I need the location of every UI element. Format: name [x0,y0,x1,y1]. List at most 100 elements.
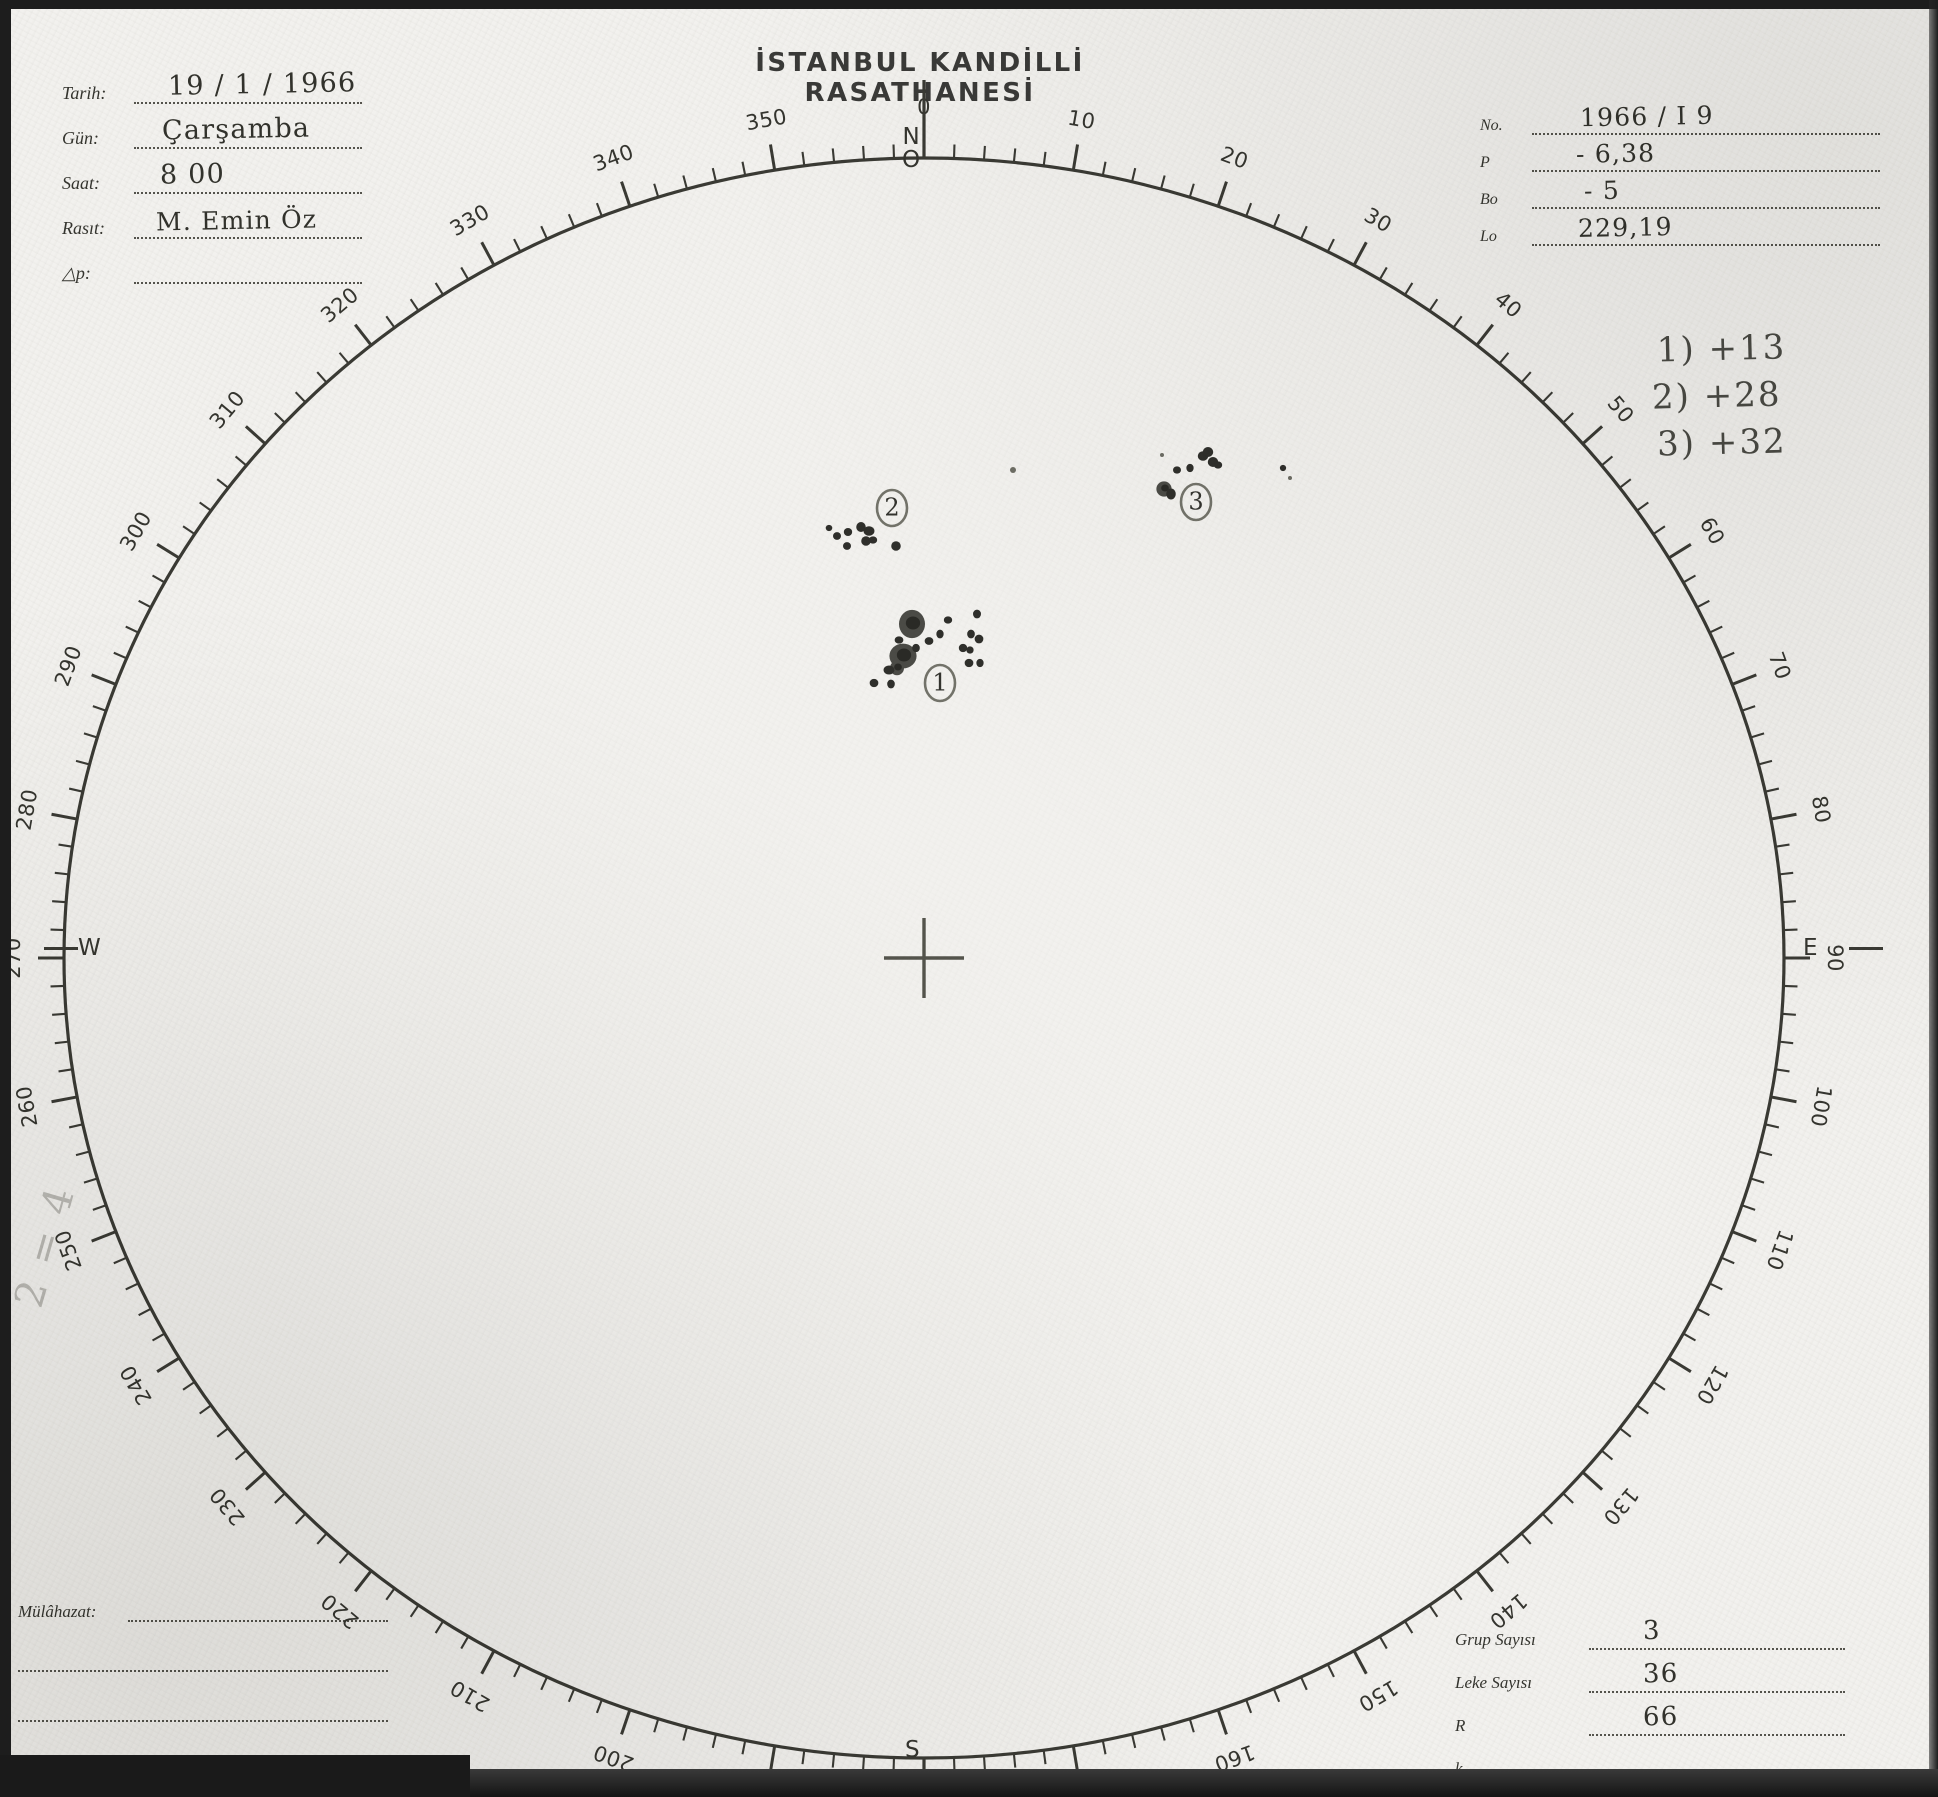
scale-tick-minor [58,843,73,848]
scale-tick-minor [982,1755,986,1771]
scale-tick-minor [1245,202,1253,217]
scale-tick-minor [1758,1150,1773,1157]
scale-tick-minor [460,266,470,281]
scale-label: 30 [1360,203,1396,238]
scale-tick-minor [1696,1307,1710,1317]
sunspot-pore [894,636,904,644]
scale-tick-minor [1562,1492,1574,1504]
scale-tick-minor [125,625,139,634]
sunspot-layer [825,447,1287,689]
scale-label: 90 [1823,944,1847,972]
scale-tick-minor [75,1150,90,1157]
stray-marks-layer [1010,453,1292,480]
scale-tick-minor [409,1604,420,1618]
sunspot-umbra-core [905,616,921,630]
sunspot-umbra-core [894,663,902,671]
compass-west: W [78,935,102,961]
scale-tick-minor [1131,1734,1137,1749]
scale-tick-major [1581,425,1604,445]
scale-tick-major [1731,1230,1757,1243]
scale-tick-minor [741,1740,747,1755]
scale-tick-minor [151,574,166,584]
scale-tick-minor [1188,1718,1195,1733]
scale-label: 350 [744,104,789,135]
scale-tick-minor [595,202,603,217]
scale-tick-minor [1682,574,1697,584]
scale-tick-minor [862,145,866,161]
scale-tick-major [91,673,117,686]
scale-tick-minor [1160,175,1166,190]
stray-mark [1288,476,1292,480]
scale-tick-minor [52,900,67,904]
scale-tick-minor [83,1177,98,1184]
scale-tick-minor [216,1427,229,1438]
scale-tick-major [480,1650,496,1675]
scale-tick-minor [711,167,717,182]
scale-tick-minor [1326,1663,1335,1678]
scale-tick-minor [68,1123,84,1129]
scale-tick-minor [385,315,396,329]
scale-tick-minor [540,1676,548,1691]
scale-tick-minor [1775,1068,1790,1073]
scale-tick-minor [513,1663,522,1678]
scale-tick-minor [1750,732,1765,739]
scale-tick-minor [1619,478,1632,489]
scale-tick-minor [831,148,836,163]
scale-tick-minor [1326,238,1335,253]
scale-label: 320 [316,282,363,327]
scale-tick-minor [1720,1256,1735,1265]
scale-tick-minor [1160,1726,1166,1741]
stray-mark [1160,453,1164,457]
scale-tick-minor [113,651,128,660]
sunspot-pore [1279,464,1287,472]
scale-tick-minor [1101,1740,1107,1755]
scale-tick-major [768,144,777,171]
scale-tick-minor [1781,1012,1796,1016]
stray-mark [1010,467,1016,473]
scale-tick-major [1770,812,1797,821]
scale-tick-minor [1101,161,1107,176]
scale-tick-minor [653,183,660,198]
scale-tick-major [51,812,78,821]
scale-tick-minor [741,161,747,176]
scale-tick-minor [1619,1427,1632,1438]
sunspot-pore [863,526,875,536]
scale-tick-major [1216,181,1228,207]
sunspot-pore [1186,463,1194,473]
scale-tick-minor [1300,225,1308,240]
scale-tick-minor [92,705,107,712]
scale-tick-minor [434,1620,444,1634]
scan-edge-top [0,0,1938,9]
scale-tick-minor [1781,900,1796,904]
scale-label: 140 [1485,1588,1532,1633]
scale-tick-minor [1404,1620,1414,1634]
scale-tick-major [1581,1471,1604,1491]
scale-tick-minor [52,1012,67,1016]
scale-tick-minor [1775,843,1790,848]
sunspot-umbra-core [896,648,912,662]
compass-east: E [1803,935,1819,961]
scan-edge-bottom-left [0,1755,470,1797]
scale-label: 60 [1695,513,1730,549]
scale-tick-minor [234,455,247,467]
scale-tick-minor [1764,787,1780,793]
scale-tick-minor [68,787,84,793]
scale-tick-minor [138,1307,152,1317]
scale-label: 120 [1691,1361,1733,1409]
scale-tick-minor [801,1750,806,1765]
scale-label: 230 [205,1483,250,1530]
scale-tick-minor [1042,1750,1047,1765]
scale-tick-minor [409,298,420,312]
sunspot-pore [1166,488,1176,500]
scale-tick-minor [831,1753,836,1768]
scale-tick-minor [274,412,286,424]
compass-north: N O [902,126,921,172]
sunspot-pore [1173,466,1181,474]
scale-tick-major [1475,1569,1494,1593]
scale-tick-minor [316,1532,328,1545]
scale-tick-minor [1272,213,1281,228]
scale-tick-major [1352,1650,1368,1675]
scale-tick-major [156,543,181,560]
scale-tick-minor [567,1688,576,1703]
